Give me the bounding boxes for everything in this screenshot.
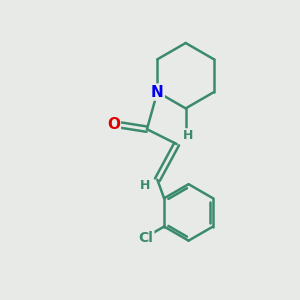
Text: Cl: Cl — [139, 231, 153, 245]
Text: O: O — [107, 117, 120, 132]
Text: N: N — [151, 85, 164, 100]
Text: H: H — [140, 178, 150, 192]
Text: H: H — [183, 129, 193, 142]
